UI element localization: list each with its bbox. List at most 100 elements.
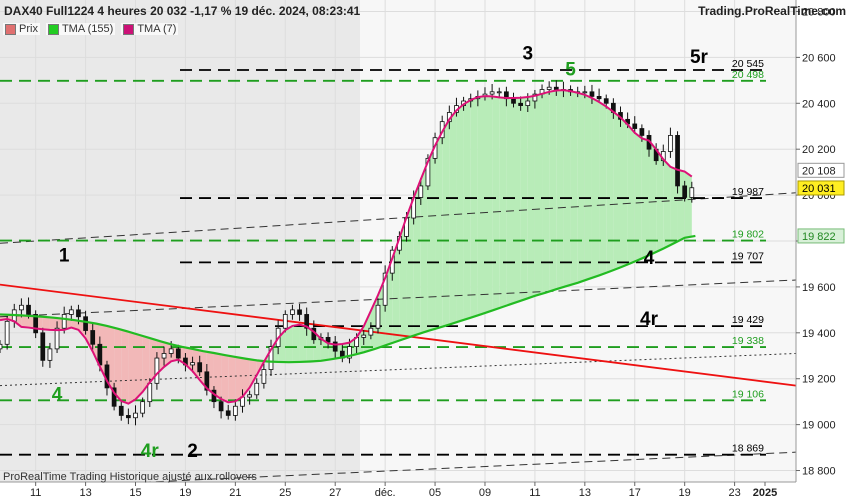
hline-label-6: 19 338	[732, 335, 764, 347]
fill-segment-59	[420, 161, 428, 334]
hline-label-3: 19 802	[732, 229, 764, 241]
fill-segment-86	[613, 111, 621, 271]
x-tick-label-14: 23	[728, 487, 740, 499]
candle-body-85	[603, 98, 609, 104]
candle-body-94	[668, 135, 673, 152]
candle-body-43	[304, 314, 310, 329]
fill-segment-69	[492, 96, 500, 311]
candle-body-83	[589, 91, 595, 97]
x-tick-label-5: 25	[279, 487, 291, 499]
fill-segment-85	[606, 106, 614, 273]
candle-body-53	[375, 304, 381, 329]
candle-body-72	[511, 98, 516, 104]
candle-body-69	[489, 91, 495, 95]
fill-segment-63	[449, 110, 457, 325]
fill-segment-91	[649, 140, 657, 256]
candle-body-13	[90, 330, 96, 345]
candle-body-12	[83, 316, 88, 331]
legend-item-tma7[interactable]: TMA (7)	[121, 23, 179, 35]
legend-item-tma155[interactable]: TMA (155)	[45, 23, 116, 35]
fill-segment-33	[235, 356, 243, 402]
fill-segment-80	[570, 91, 578, 285]
candle-body-10	[68, 309, 74, 315]
fill-segment-6	[42, 316, 50, 330]
hline-label-7: 19 106	[732, 388, 764, 400]
price-tag-label-1: 20 031	[802, 183, 836, 195]
price-tag-box-1	[797, 180, 845, 196]
x-tick-label-11: 13	[579, 487, 591, 499]
candle-body-38	[268, 346, 274, 370]
price-tag-label-0: 20 108	[802, 165, 836, 177]
legend-label-tma155: TMA (155)	[61, 23, 114, 35]
candle-body-54	[382, 272, 388, 306]
candle-body-95	[675, 135, 680, 187]
candle-body-28	[197, 362, 203, 373]
candle-body-9	[61, 314, 67, 329]
candle-body-0	[0, 343, 3, 350]
candle-body-21	[147, 382, 153, 403]
fill-segment-81	[577, 92, 585, 283]
fill-segment-17	[121, 329, 129, 404]
fill-segment-23	[164, 342, 172, 367]
legend-item-prix[interactable]: Prix	[3, 23, 40, 35]
fill-segment-79	[563, 90, 571, 288]
fill-segment-61	[435, 131, 443, 329]
fill-segment-7	[49, 317, 58, 331]
candle-body-16	[111, 387, 117, 407]
fill-segment-32	[228, 355, 236, 403]
fill-segment-87	[620, 117, 628, 268]
fill-segment-71	[506, 98, 514, 306]
candle-body-3	[19, 304, 24, 311]
fill-segment-62	[442, 119, 450, 327]
candle-body-24	[168, 348, 174, 354]
fill-segment-78	[556, 90, 564, 290]
y-tick-label-0: 18 800	[802, 466, 836, 478]
channel-line-0	[0, 192, 797, 244]
x-tick-label-13: 19	[679, 487, 691, 499]
fill-segment-3	[21, 315, 29, 328]
fill-segment-30	[213, 353, 222, 400]
fill-segment-16	[114, 327, 122, 402]
candle-body-74	[525, 100, 531, 106]
price-tag-label-2: 19 822	[802, 231, 836, 243]
candle-body-96	[682, 185, 688, 198]
tma7-line	[0, 89, 693, 405]
x-tick-label-3: 19	[179, 487, 191, 499]
indicator-legend: Prix TMA (155) TMA (7)	[3, 23, 179, 35]
candle-body-33	[232, 405, 238, 416]
legend-swatch-prix	[5, 23, 16, 35]
candle-body-46	[325, 336, 331, 343]
fill-segment-83	[591, 98, 600, 278]
hline-label-1: 20 498	[732, 69, 764, 81]
x-tick-label-10: 11	[529, 487, 540, 499]
fill-segment-93	[663, 159, 671, 249]
candle-body-42	[297, 309, 302, 315]
fill-segment-68	[484, 96, 493, 313]
candle-body-23	[161, 353, 167, 359]
candle-body-36	[254, 382, 260, 396]
price-tags: 20 108 20 031 19 822	[797, 162, 845, 244]
tma155-polyline	[0, 234, 696, 364]
wave-label-2: 5r	[690, 47, 709, 68]
candle-body-8	[54, 327, 60, 350]
trend-line	[0, 283, 797, 387]
brand-label: Trading.ProRealTime.com	[698, 4, 846, 18]
y-tick-label-2: 19 200	[802, 374, 836, 386]
fill-segment-34	[242, 358, 250, 397]
legend-label-prix: Prix	[19, 23, 38, 35]
candle-body-41	[290, 309, 295, 315]
candle-body-7	[47, 348, 53, 361]
fill-segment-20	[142, 335, 150, 392]
candle-body-60	[425, 157, 431, 187]
candle-body-32	[225, 410, 231, 416]
candle-body-84	[596, 96, 602, 100]
wave-annotations: 3 5 5r 1 4 4r 4 4r 2	[52, 44, 709, 462]
x-tick-label-1: 13	[79, 487, 91, 499]
x-tick-label-12: 17	[629, 487, 641, 499]
tma7-polyline	[0, 89, 693, 405]
candle-body-5	[33, 314, 39, 334]
wave-label-1: 5	[565, 60, 576, 81]
